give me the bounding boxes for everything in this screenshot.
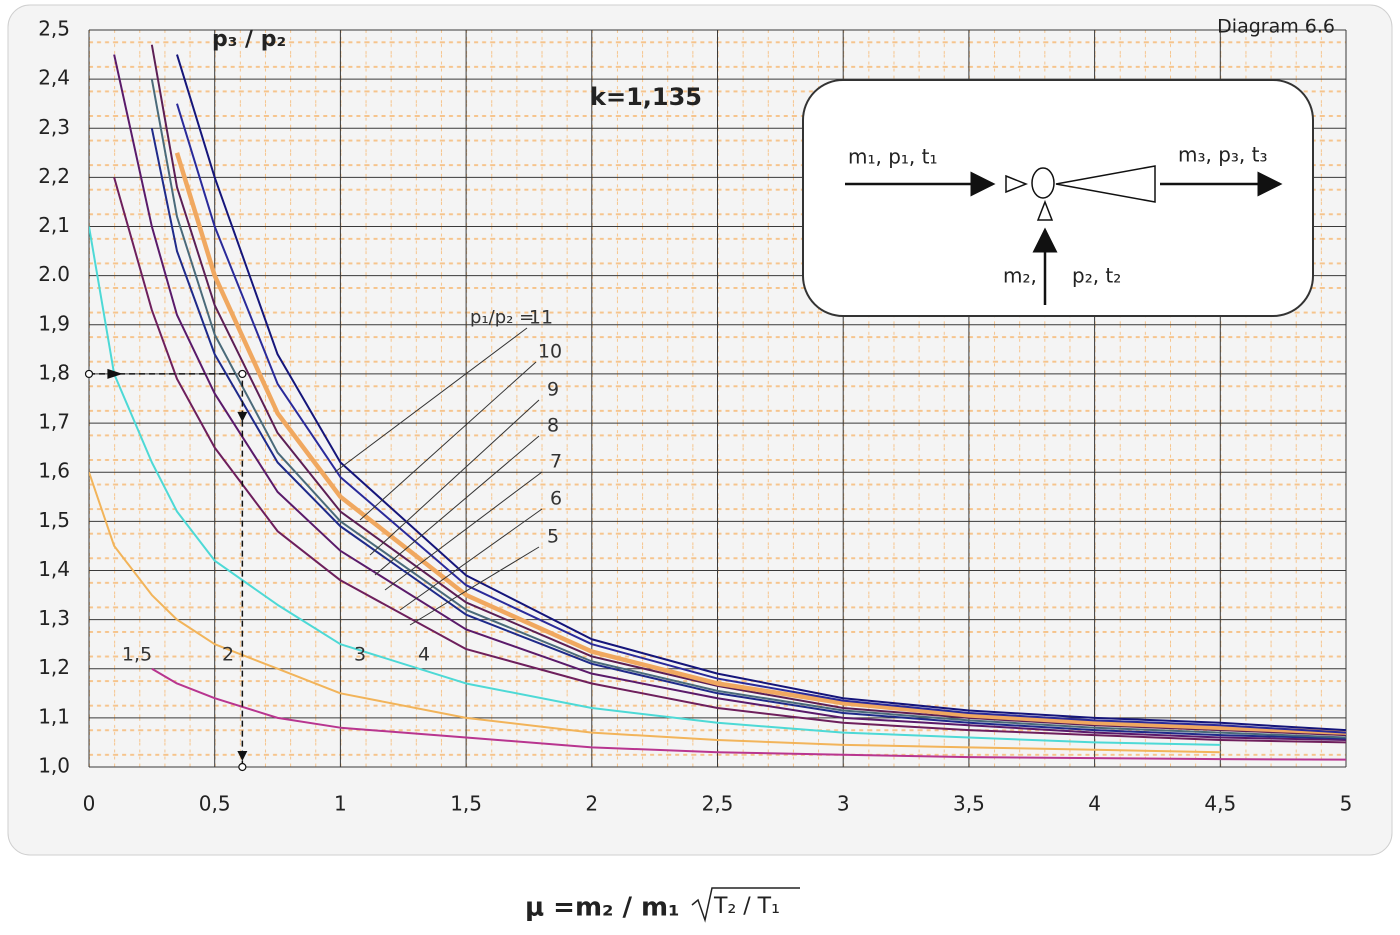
leader-line bbox=[334, 327, 528, 473]
curve-label: 10 bbox=[538, 341, 562, 363]
example-arrow bbox=[107, 368, 123, 379]
curve-label-prefix: p₁/p₂ = bbox=[470, 307, 534, 328]
curve bbox=[89, 226, 1221, 746]
ejector-diagram: m₁, p₁, t₁ m₃, p₃, t₃ m₂, p₂, t₂ bbox=[802, 79, 1314, 317]
x-tick-label: 3,5 bbox=[953, 792, 985, 816]
y-tick-label: 1,7 bbox=[38, 410, 70, 434]
leader-line bbox=[359, 361, 537, 521]
x-tick-label: 1,5 bbox=[450, 792, 482, 816]
curve-label: 2 bbox=[222, 644, 234, 666]
curve bbox=[176, 103, 1346, 734]
y-tick-label: 1,2 bbox=[38, 655, 70, 679]
curve bbox=[150, 128, 1346, 740]
mixing-chamber bbox=[1031, 167, 1055, 199]
example-arrow bbox=[237, 411, 248, 422]
suction-nozzle bbox=[1036, 199, 1054, 221]
y-tick-label: 2,5 bbox=[38, 17, 70, 41]
x-tick-label: 2,5 bbox=[702, 792, 734, 816]
y-tick-label: 2,3 bbox=[38, 115, 70, 139]
diagram-label: m₃, p₃, t₃ bbox=[1178, 143, 1268, 167]
example-arrow bbox=[237, 751, 248, 761]
y-tick-label: 1,0 bbox=[38, 754, 70, 778]
y-tick-label: 1,9 bbox=[38, 311, 70, 335]
y-tick-label: 1,4 bbox=[38, 557, 70, 581]
y-tick-label: 1,1 bbox=[38, 704, 70, 728]
curve-label: 7 bbox=[550, 451, 562, 473]
nozzle bbox=[1005, 174, 1029, 194]
curve-label: 8 bbox=[547, 415, 559, 437]
y-tick-label: 2,1 bbox=[38, 213, 70, 237]
example-point bbox=[238, 762, 247, 772]
curve bbox=[113, 177, 1346, 744]
leader-line bbox=[384, 471, 543, 591]
x-tick-label: 1 bbox=[334, 792, 347, 816]
curve-label: 6 bbox=[550, 488, 562, 510]
y-tick-label: 1,8 bbox=[38, 360, 70, 384]
x-tick-label: 0,5 bbox=[199, 792, 231, 816]
diffuser bbox=[1055, 165, 1156, 203]
x-tick-label: 2 bbox=[585, 792, 598, 816]
diagram-label: p₂, t₂ bbox=[1072, 264, 1121, 288]
curve bbox=[174, 152, 1346, 735]
x-tick-label: 5 bbox=[1340, 792, 1353, 816]
leader-line bbox=[409, 546, 540, 626]
radical-sign bbox=[691, 887, 800, 923]
curve-label: 5 bbox=[547, 526, 559, 548]
y-tick-label: 1,3 bbox=[38, 606, 70, 630]
x-tick-label: 3 bbox=[837, 792, 850, 816]
diagram-box bbox=[802, 79, 1314, 317]
curve-label: 3 bbox=[354, 644, 366, 666]
curve bbox=[150, 44, 1346, 737]
example-point bbox=[84, 369, 94, 379]
leader-line bbox=[399, 508, 543, 611]
curve-label: 9 bbox=[547, 379, 559, 401]
curve bbox=[176, 54, 1346, 732]
x-tick-label: 4,5 bbox=[1204, 792, 1236, 816]
subtitle: k=1,135 bbox=[590, 83, 702, 111]
diagram-label: m₁, p₁, t₁ bbox=[848, 145, 938, 169]
curve-label: 1,5 bbox=[122, 644, 152, 666]
y-tick-label: 2,2 bbox=[38, 164, 70, 188]
x-axis-label: μ =m₂ / m₁ bbox=[525, 893, 680, 923]
curve bbox=[113, 54, 1346, 741]
y-tick-label: 2.0 bbox=[38, 262, 70, 286]
y-tick-label: 1,6 bbox=[38, 459, 70, 483]
leader-line bbox=[369, 399, 540, 556]
x-tick-label: 4 bbox=[1088, 792, 1101, 816]
y-tick-label: 1,5 bbox=[38, 508, 70, 532]
example-point bbox=[238, 369, 247, 379]
x-tick-label: 0 bbox=[83, 792, 96, 816]
curve bbox=[150, 78, 1346, 739]
y-tick-label: 2,4 bbox=[38, 66, 70, 90]
curve bbox=[151, 667, 1346, 761]
curve bbox=[89, 471, 1221, 754]
x-axis-label-radicand: T₂ / T₁ bbox=[713, 894, 780, 919]
diagram-label: m₂, bbox=[1003, 264, 1037, 288]
leader-line bbox=[374, 435, 540, 576]
y-axis-label: p₃ / p₂ bbox=[212, 27, 286, 52]
chart-title: Diagram 6.6 bbox=[1217, 16, 1335, 38]
curve-label: 11 bbox=[529, 307, 553, 329]
curve-label: 4 bbox=[418, 644, 430, 666]
